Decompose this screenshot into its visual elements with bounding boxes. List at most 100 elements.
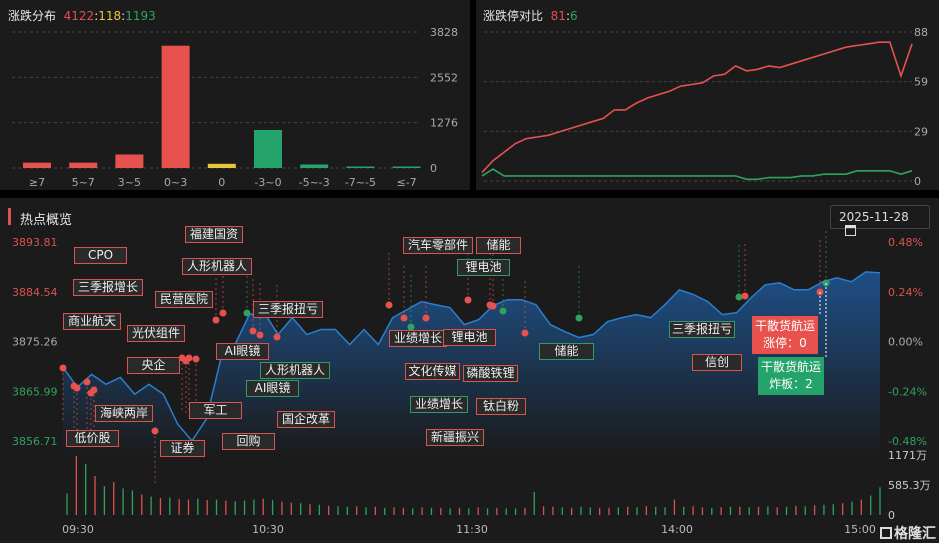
hot-topic-tag[interactable]: 业绩增长 (389, 330, 447, 347)
bar (346, 166, 375, 168)
x-tick-label: 0 (218, 176, 225, 189)
x-tick-label: 3~5 (118, 176, 141, 189)
hot-topic-tag[interactable]: 三季报扭亏 (253, 301, 323, 318)
y-tick-label: 0 (914, 175, 921, 188)
price-tick-label: 3856.71 (12, 435, 58, 448)
limit-up-dot (83, 378, 91, 386)
hot-topic-tag[interactable]: 人形机器人 (260, 362, 330, 379)
limit-up-line (481, 41, 913, 174)
hot-topic-tag[interactable]: 三季报增长 (73, 279, 143, 296)
pct-tick-label: 0.24% (888, 286, 923, 299)
hot-topic-tag[interactable]: 钛白粉 (476, 398, 526, 415)
hot-topic-tag[interactable]: 证券 (160, 440, 205, 457)
hot-topic-tag[interactable]: AI眼镜 (246, 380, 299, 397)
hot-topic-tag[interactable]: 磷酸铁锂 (463, 365, 518, 382)
bar (392, 166, 421, 168)
distribution-title: 涨跌分布 4122:118:1193 (8, 9, 156, 23)
hot-topic-tag[interactable]: 央企 (127, 357, 180, 374)
hot-topic-tag[interactable]: 商业航天 (63, 313, 121, 330)
hot-topic-tag[interactable]: 人形机器人 (182, 258, 252, 275)
bar (161, 45, 190, 169)
hot-topic-tag[interactable]: 福建国资 (185, 226, 243, 243)
overview-title: 热点概览 (20, 213, 73, 228)
limit-panel: 涨跌停对比 81:6 88 59 29 0 (476, 0, 939, 190)
highlight-down-box: 干散货航运 炸板：2 (758, 357, 824, 395)
hot-topic-tag[interactable]: 汽车零部件 (403, 237, 473, 254)
hot-topic-tag[interactable]: 储能 (476, 237, 521, 254)
volume-tick-label: 1171万 (888, 449, 927, 462)
hot-topic-tag[interactable]: 储能 (539, 343, 594, 360)
index-line (62, 271, 881, 443)
time-tick-label: 09:30 (62, 523, 94, 536)
limit-down-dot (735, 293, 743, 301)
limit-down-dot (575, 314, 583, 322)
limit-up-dot (185, 354, 193, 362)
time-tick-label: 14:00 (661, 523, 693, 536)
hot-topic-tag[interactable]: 军工 (189, 402, 242, 419)
hot-topic-tag[interactable]: 国企改革 (277, 411, 335, 428)
highlight-up-box: 干散货航运涨停：0 (752, 316, 818, 354)
hot-topic-tag[interactable]: 锂电池 (457, 259, 510, 276)
bar (69, 162, 98, 168)
limit-up-dot (249, 327, 257, 335)
volume-tick-label: 585.3万 (888, 479, 931, 492)
time-tick-label: 10:30 (252, 523, 284, 536)
x-tick-label: 0~3 (164, 176, 187, 189)
bar (254, 129, 282, 168)
bar (300, 164, 329, 168)
hot-topic-tag[interactable]: 三季报扭亏 (669, 321, 735, 338)
x-tick-label: ≥7 (29, 176, 45, 189)
title-accent (8, 208, 11, 225)
overview-panel: 3893.81 3884.54 3875.26 3865.99 3856.71 0.48%… (0, 198, 939, 543)
limit-line-chart: 88 59 29 0 (481, 26, 928, 188)
y-tick-label: 88 (914, 26, 928, 39)
limit-up-dot (422, 314, 430, 322)
limit-up-dot (521, 329, 529, 337)
limit-up-dot (464, 296, 472, 304)
time-tick-label: 11:30 (456, 523, 488, 536)
hot-topic-tag[interactable]: AI眼镜 (216, 343, 269, 360)
x-tick-label: -7~-5 (345, 176, 376, 189)
y-tick-label: 3828 (430, 26, 458, 39)
limit-down-line (481, 168, 913, 181)
y-tick-label: 29 (914, 125, 928, 138)
hot-topic-tag[interactable]: 业绩增长 (410, 396, 468, 413)
x-tick-label: -3~0 (254, 176, 281, 189)
hot-topic-tag[interactable]: CPO (74, 247, 127, 264)
hot-topic-tag[interactable]: 民营医院 (155, 291, 213, 308)
limit-down-dot (499, 307, 507, 315)
hot-topic-tag[interactable]: 海峡两岸 (95, 405, 153, 422)
limit-up-dot (489, 302, 497, 310)
hot-topic-tag[interactable]: 回购 (222, 433, 275, 450)
y-tick-label: 59 (914, 76, 928, 89)
x-tick-label: 5~7 (72, 176, 95, 189)
highlight-up-count: 涨停：0 (763, 336, 807, 350)
hot-topic-tag[interactable]: 低价股 (66, 430, 119, 447)
calendar-icon (845, 225, 856, 236)
limit-up-dot (90, 386, 98, 394)
distribution-bar-chart: 3828 2552 1276 0 ≥7 5~7 3~5 0~3 0 -3~0 -5~-3 -7~-5 ≤… (12, 26, 458, 189)
hot-topic-tag[interactable]: 信创 (692, 354, 742, 371)
limit-up-dot (73, 384, 81, 392)
limit-up-dot (192, 355, 200, 363)
hot-topic-tag[interactable]: 锂电池 (443, 329, 496, 346)
limit-up-dot (273, 333, 281, 341)
limit-up-dot (59, 364, 67, 372)
highlight-up-name: 干散货航运 (754, 319, 815, 333)
hot-topic-tag[interactable]: 新疆振兴 (426, 429, 484, 446)
price-tick-label: 3865.99 (12, 385, 58, 398)
limit-down-dot (407, 323, 415, 331)
hot-topic-tag[interactable]: 光伏组件 (127, 325, 185, 342)
bar (115, 154, 144, 168)
price-tick-label: 3884.54 (12, 286, 58, 299)
date-value: 2025-11-28 (839, 210, 909, 224)
limit-up-dot (400, 314, 408, 322)
date-picker[interactable]: 2025-11-28 (830, 205, 930, 236)
pct-tick-label: -0.48% (888, 435, 927, 448)
volume-tick-label: 0 (888, 509, 895, 522)
price-tick-label: 3893.81 (12, 236, 58, 249)
limit-up-dot (151, 427, 159, 435)
y-tick-label: 2552 (430, 71, 458, 84)
x-tick-label: ≤-7 (397, 176, 417, 189)
hot-topic-tag[interactable]: 文化传媒 (405, 363, 460, 380)
